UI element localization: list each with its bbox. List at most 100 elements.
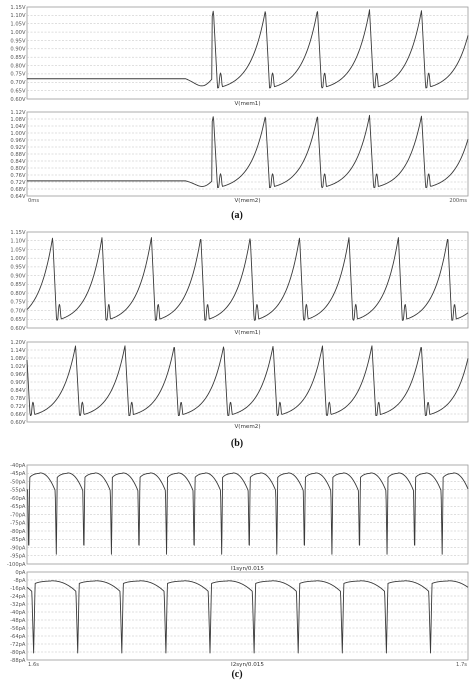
y-tick-label: 0.96V <box>10 372 26 378</box>
waveform-trace <box>26 580 469 654</box>
y-tick-label: -45pA <box>10 471 26 477</box>
trace-label: I1syn/0.015 <box>231 566 264 572</box>
y-tick-label: 0.72V <box>10 180 26 186</box>
subfigure-caption: (a) <box>231 210 243 221</box>
x-start-label: 1.6s <box>28 662 39 668</box>
y-tick-label: 1.15V <box>10 230 26 236</box>
y-tick-label: -40pA <box>10 610 26 616</box>
y-tick-label: 0pA <box>15 570 26 576</box>
panel-a-1: 1.15V 1.10V 1.05V 1.00V 0.95V 0.90V 0.85V 0.80V… <box>10 5 469 107</box>
y-tick-label: 0.64V <box>10 194 26 200</box>
y-tick-label: 0.80V <box>10 63 26 69</box>
y-tick-label: 1.02V <box>10 364 26 370</box>
y-tick-label: -24pA <box>10 594 26 600</box>
y-tick-label: -65pA <box>10 504 26 510</box>
y-tick-label: 0.68V <box>10 187 26 193</box>
y-tick-label: 0.95V <box>10 265 26 271</box>
panel-b-1: 1.15V 1.10V 1.05V 1.00V 0.95V 0.90V 0.85V 0.80V… <box>10 230 469 336</box>
y-tick-label: -55pA <box>10 488 26 494</box>
trace-label: V(mem1) <box>234 330 260 336</box>
waveform-trace <box>26 237 469 321</box>
y-tick-label: 0.76V <box>10 173 26 179</box>
waveform-trace <box>26 345 469 417</box>
y-tick-label: 0.65V <box>10 88 26 94</box>
y-tick-label: 0.78V <box>10 396 26 402</box>
y-tick-label: 0.84V <box>10 388 26 394</box>
y-tick-label: 0.80V <box>10 166 26 172</box>
y-tick-label: 0.80V <box>10 291 26 297</box>
y-tick-label: -90pA <box>10 545 26 551</box>
y-tick-label: -64pA <box>10 634 26 640</box>
y-tick-label: 1.10V <box>10 239 26 245</box>
y-tick-label: 1.20V <box>10 340 26 346</box>
panel-a-2: 1.12V1.08V1.04V1.00V0.96V0.92V0.88V0.84V… <box>10 110 469 204</box>
subfigure-caption: (b) <box>231 438 243 449</box>
y-tick-label: 0.90V <box>10 380 26 386</box>
panel-c-2: 0pA -8pA -16pA -24pA -32pA -40pA -48pA -56pA -64… <box>10 570 469 668</box>
y-tick-label: 1.05V <box>10 247 26 253</box>
y-tick-label: -85pA <box>10 537 26 543</box>
y-tick-label: 1.08V <box>10 356 26 362</box>
x-start-label: 0ms <box>28 198 39 204</box>
y-tick-label: 1.04V <box>10 124 26 130</box>
y-tick-label: 0.95V <box>10 38 26 44</box>
y-tick-label: 0.70V <box>10 80 26 86</box>
y-tick-label: 1.10V <box>10 13 26 19</box>
y-tick-label: 0.88V <box>10 152 26 158</box>
y-tick-label: 0.96V <box>10 138 26 144</box>
x-end-label: 200ms <box>449 198 467 204</box>
y-tick-label: 0.90V <box>10 47 26 53</box>
y-tick-label: 1.00V <box>10 256 26 262</box>
y-tick-label: -16pA <box>10 586 26 592</box>
waveform-trace <box>27 114 469 189</box>
y-tick-label: 0.60V <box>10 420 26 426</box>
y-tick-label: 1.05V <box>10 22 26 28</box>
panel-c-1: -40pA -45pA -50pA -55pA -60pA -65pA -70pA -75pA… <box>7 463 469 572</box>
y-tick-label: 0.66V <box>10 412 26 418</box>
y-tick-label: -75pA <box>10 521 26 527</box>
y-tick-label: 0.70V <box>10 308 26 314</box>
x-end-label: 1.7s <box>456 662 467 668</box>
y-tick-label: -72pA <box>10 642 26 648</box>
y-tick-label: -32pA <box>10 602 26 608</box>
y-tick-label: -8pA <box>13 578 25 584</box>
waveform-trace <box>27 9 469 89</box>
y-tick-label: 0.75V <box>10 300 26 306</box>
y-tick-label: 1.12V <box>10 110 26 116</box>
y-tick-label: -88pA <box>10 658 26 664</box>
y-tick-label: 1.00V <box>10 30 26 36</box>
y-tick-label: 0.92V <box>10 145 26 151</box>
trace-label: V(mem2) <box>234 424 260 430</box>
y-tick-label: -56pA <box>10 626 26 632</box>
y-tick-label: 1.00V <box>10 131 26 137</box>
y-tick-label: 1.08V <box>10 117 26 123</box>
y-tick-label: -80pA <box>10 529 26 535</box>
y-tick-label: -100pA <box>7 562 26 568</box>
y-tick-label: 0.65V <box>10 317 26 323</box>
panel-b-2: 1.20V 1.14V 1.08V 1.02V 0.96V 0.90V 0.84V 0.78V… <box>10 340 469 430</box>
y-tick-label: 0.90V <box>10 273 26 279</box>
y-tick-label: -70pA <box>10 512 26 518</box>
trace-label: V(mem1) <box>234 101 260 107</box>
y-tick-label: 1.15V <box>10 5 26 11</box>
y-tick-label: 1.14V <box>10 348 26 354</box>
y-tick-label: -40pA <box>10 463 26 469</box>
y-tick-label: 0.72V <box>10 404 26 410</box>
y-tick-label: 0.85V <box>10 282 26 288</box>
y-tick-label: -48pA <box>10 618 26 624</box>
trace-label: V(mem2) <box>234 198 260 204</box>
trace-label: I2syn/0.015 <box>231 662 264 668</box>
y-tick-label: 0.60V <box>10 326 26 332</box>
y-tick-label: 0.75V <box>10 72 26 78</box>
y-tick-label: 0.60V <box>10 97 26 103</box>
waveform-trace <box>26 472 469 555</box>
y-tick-label: 0.84V <box>10 159 26 165</box>
plot-frame <box>26 6 469 100</box>
subfigure-caption: (c) <box>231 669 242 680</box>
y-tick-label: -80pA <box>10 650 26 656</box>
y-tick-label: 0.85V <box>10 55 26 61</box>
y-tick-label: -95pA <box>10 554 26 560</box>
y-tick-label: -60pA <box>10 496 26 502</box>
y-tick-label: -50pA <box>10 479 26 485</box>
